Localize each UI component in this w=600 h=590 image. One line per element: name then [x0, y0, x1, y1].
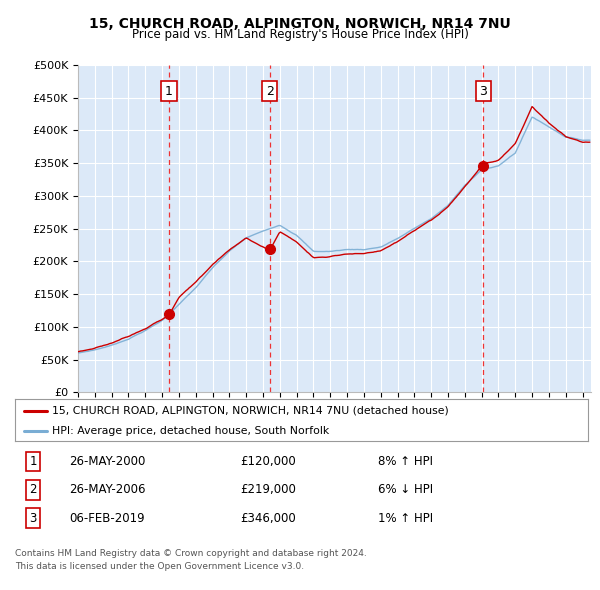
Text: £346,000: £346,000 — [240, 512, 296, 525]
Text: HPI: Average price, detached house, South Norfolk: HPI: Average price, detached house, Sout… — [52, 426, 329, 435]
Text: 1: 1 — [165, 84, 173, 97]
Text: 3: 3 — [29, 512, 37, 525]
Text: 26-MAY-2000: 26-MAY-2000 — [69, 455, 145, 468]
Text: 3: 3 — [479, 84, 487, 97]
Text: £120,000: £120,000 — [240, 455, 296, 468]
Text: Contains HM Land Registry data © Crown copyright and database right 2024.: Contains HM Land Registry data © Crown c… — [15, 549, 367, 558]
Text: 6% ↓ HPI: 6% ↓ HPI — [378, 483, 433, 496]
Text: This data is licensed under the Open Government Licence v3.0.: This data is licensed under the Open Gov… — [15, 562, 304, 571]
Text: Price paid vs. HM Land Registry's House Price Index (HPI): Price paid vs. HM Land Registry's House … — [131, 28, 469, 41]
Text: 1% ↑ HPI: 1% ↑ HPI — [378, 512, 433, 525]
Text: 06-FEB-2019: 06-FEB-2019 — [69, 512, 145, 525]
Text: £219,000: £219,000 — [240, 483, 296, 496]
Text: 8% ↑ HPI: 8% ↑ HPI — [378, 455, 433, 468]
Text: 15, CHURCH ROAD, ALPINGTON, NORWICH, NR14 7NU: 15, CHURCH ROAD, ALPINGTON, NORWICH, NR1… — [89, 17, 511, 31]
Text: 2: 2 — [29, 483, 37, 496]
Text: 1: 1 — [29, 455, 37, 468]
Text: 15, CHURCH ROAD, ALPINGTON, NORWICH, NR14 7NU (detached house): 15, CHURCH ROAD, ALPINGTON, NORWICH, NR1… — [52, 406, 449, 416]
Text: 2: 2 — [266, 84, 274, 97]
Text: 26-MAY-2006: 26-MAY-2006 — [69, 483, 146, 496]
